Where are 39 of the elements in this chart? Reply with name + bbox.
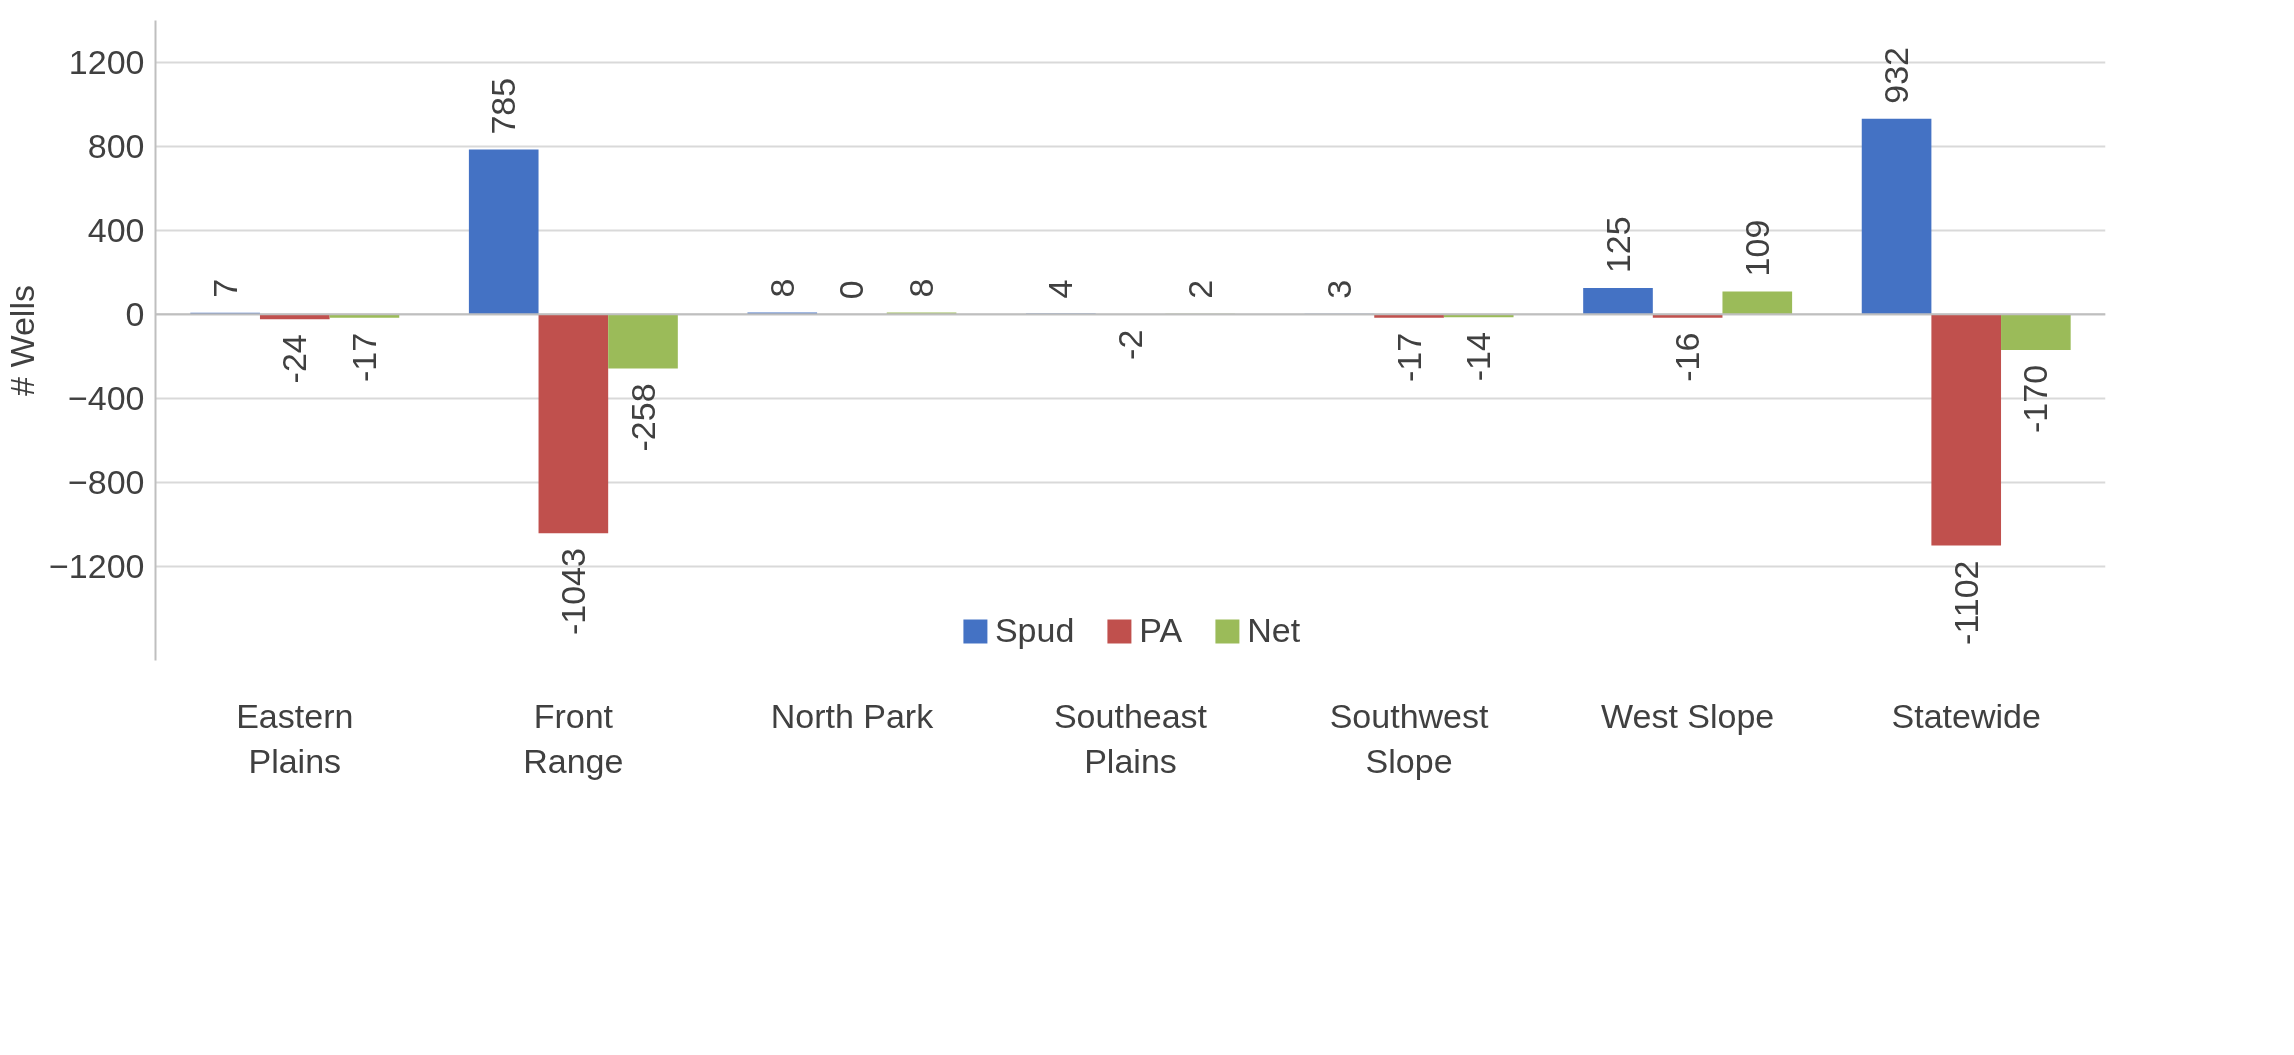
data-label: -258	[623, 383, 662, 452]
data-label: -170	[2016, 364, 2055, 433]
y-tick-label: −400	[67, 378, 145, 417]
data-label: -17	[344, 332, 383, 382]
data-label: 0	[832, 280, 871, 300]
x-tick-label: North Park	[770, 696, 935, 735]
y-tick-label: −800	[67, 462, 145, 501]
data-label: 8	[902, 278, 941, 298]
data-label: 109	[1737, 219, 1776, 277]
data-label: -24	[275, 334, 314, 384]
y-tick-label: 0	[125, 294, 145, 333]
data-label: 785	[484, 77, 523, 135]
data-label: -17	[1389, 332, 1428, 382]
y-tick-label: −1200	[49, 546, 145, 585]
y-tick-label: 400	[87, 210, 145, 249]
y-tick-label: 1200	[68, 42, 145, 81]
legend-label: Spud	[994, 611, 1075, 650]
x-tick-label: Southeast Plains	[1053, 696, 1208, 781]
y-axis-title: # Wells	[3, 285, 42, 396]
data-label: 3	[1319, 279, 1358, 299]
data-label: 932	[1877, 46, 1916, 104]
x-tick-label: Statewide	[1891, 696, 2041, 735]
data-label: 125	[1598, 216, 1637, 274]
y-tick-label: 800	[87, 126, 145, 165]
x-tick-label: West Slope	[1601, 696, 1775, 735]
x-tick-label: Eastern Plains	[236, 696, 354, 781]
data-label: -1102	[1946, 560, 1985, 645]
data-label: 7	[205, 278, 244, 298]
x-tick-label: Front Range	[523, 696, 624, 781]
legend-label: Net	[1247, 611, 1301, 650]
data-label: -2	[1111, 329, 1149, 360]
data-label: 2	[1180, 279, 1219, 299]
data-label: 4	[1041, 279, 1080, 299]
data-label: -1043	[553, 548, 592, 636]
legend-label: PA	[1139, 611, 1183, 650]
data-label: -16	[1668, 332, 1707, 382]
data-label: -14	[1459, 332, 1498, 382]
x-tick-label: Southwest Slope	[1329, 696, 1490, 781]
data-label: 8	[762, 278, 801, 298]
